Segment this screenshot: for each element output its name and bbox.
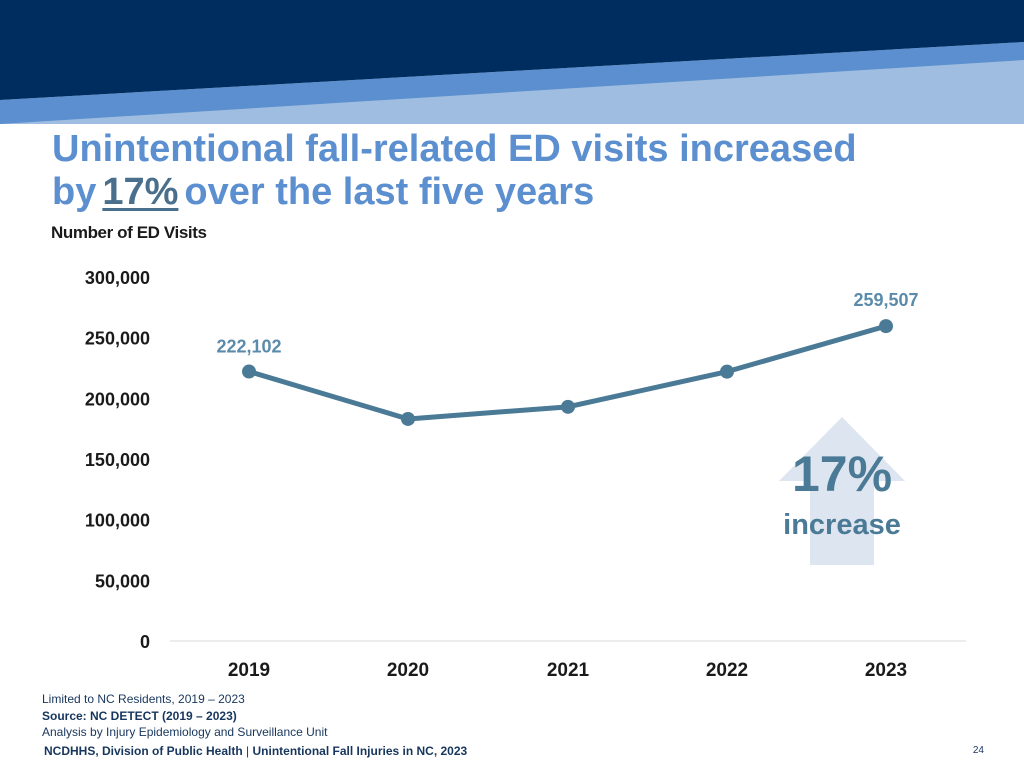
data-point-2023 [879, 319, 893, 334]
footnote-source: Source: NC DETECT (2019 – 2023) [42, 708, 237, 723]
data-label-2019: 222,102 [216, 337, 281, 357]
banner-light-wedge [760, 58, 1024, 124]
y-axis-label: Number of ED Visits [51, 223, 207, 242]
arrow-shape [779, 417, 905, 565]
footer-separator: | [246, 744, 250, 758]
x-tick-label: 2023 [865, 660, 907, 681]
increase-arrow: 17% increase [779, 417, 905, 565]
y-axis-ticks: 0 50,000 100,000 150,000 200,000 250,000 300,0… [85, 268, 150, 652]
footer-org: NCDHHS, Division of Public Health [44, 744, 243, 758]
footnote-analysis: Analysis by Injury Epidemiology and Surv… [42, 725, 328, 739]
header-banner [0, 0, 1024, 130]
y-tick-label: 0 [140, 632, 150, 652]
data-points [242, 319, 893, 426]
footnotes: Limited to NC Residents, 2019 – 2023 Sou… [42, 691, 327, 741]
increase-value: 17% [792, 446, 892, 502]
y-tick-label: 300,000 [85, 268, 150, 288]
banner-white-gap [0, 124, 1024, 130]
y-tick-label: 250,000 [85, 329, 150, 349]
banner-mid-stripe [0, 42, 1024, 124]
slide-title: Unintentional fall-related ED visits inc… [52, 128, 952, 214]
title-highlight: 17% [102, 171, 179, 213]
x-tick-label: 2021 [547, 660, 590, 681]
line-chart: 17% increase 0 50,000 100,000 150,000 200,00… [85, 268, 966, 681]
x-tick-label: 2019 [228, 660, 270, 681]
data-labels: 222,102 259,507 [216, 290, 918, 356]
increase-caption: increase [783, 509, 901, 541]
banner-light-stripe [0, 72, 1024, 124]
page-number: 24 [972, 745, 984, 756]
data-point-2019 [242, 364, 256, 379]
y-tick-label: 150,000 [85, 450, 150, 470]
y-tick-label: 200,000 [85, 389, 150, 409]
data-point-2022 [720, 364, 734, 379]
title-line1: Unintentional fall-related ED visits inc… [52, 128, 857, 170]
data-point-2021 [561, 399, 575, 414]
x-tick-label: 2020 [387, 660, 429, 681]
footer: NCDHHS, Division of Public Health | Unin… [44, 744, 467, 758]
x-tick-label: 2022 [706, 660, 748, 681]
data-point-2020 [401, 411, 415, 426]
y-tick-label: 50,000 [95, 571, 150, 591]
footnote-residents: Limited to NC Residents, 2019 – 2023 [42, 692, 245, 706]
banner-dark [0, 0, 1024, 100]
title-pre: by [52, 171, 97, 213]
title-post: over the last five years [184, 171, 595, 213]
y-tick-label: 100,000 [85, 511, 150, 531]
x-axis-ticks: 2019 2020 2021 2022 2023 [228, 660, 907, 681]
data-label-2023: 259,507 [853, 290, 918, 310]
footer-topic: Unintentional Fall Injuries in NC, 2023 [252, 744, 468, 758]
